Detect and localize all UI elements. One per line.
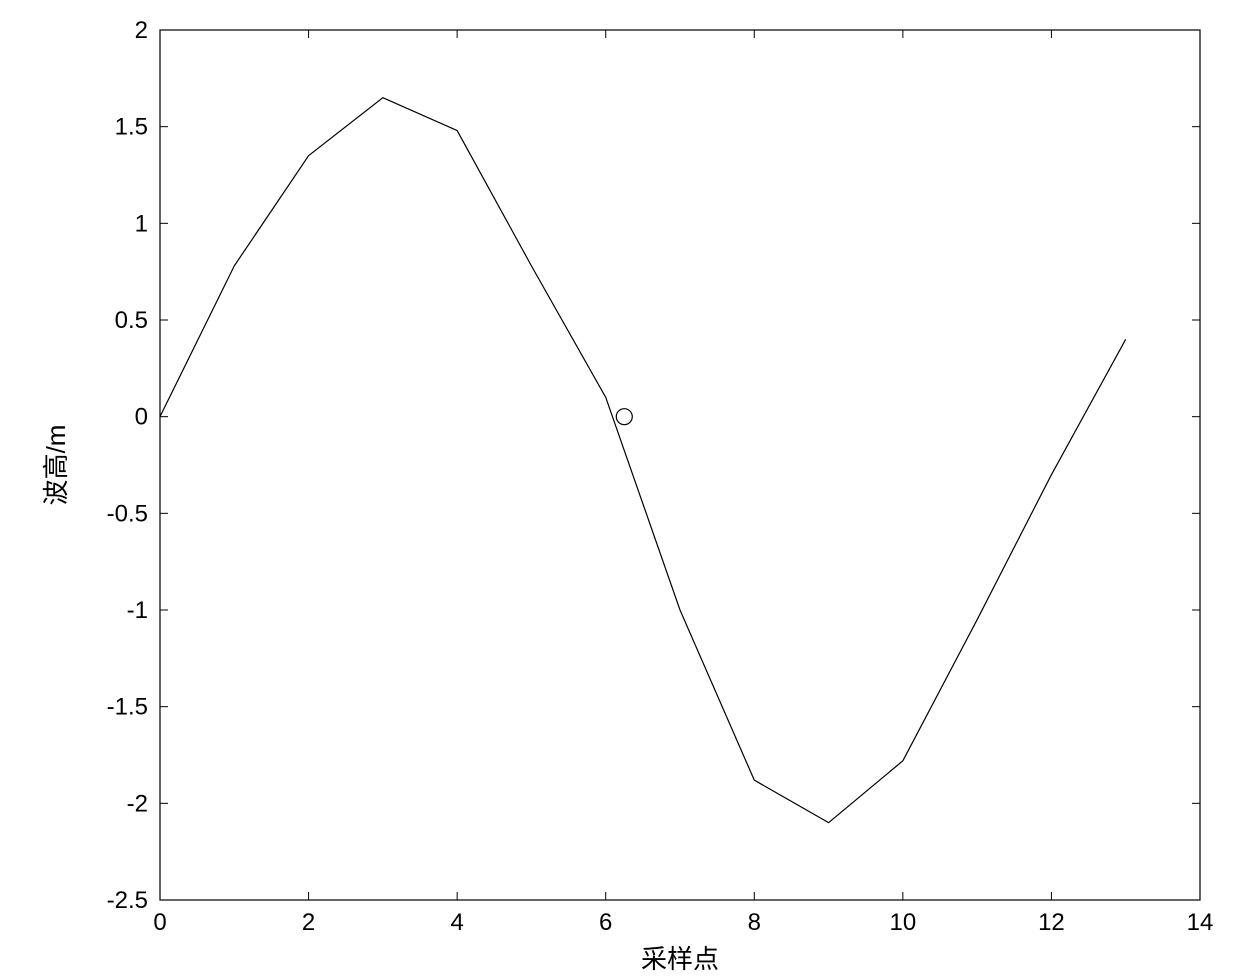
x-tick-label: 14 xyxy=(1187,909,1214,936)
y-axis-label: 波高/m xyxy=(41,425,71,506)
y-tick-label: -2.5 xyxy=(107,887,148,914)
y-tick-label: 1 xyxy=(135,210,148,237)
y-tick-label: 0 xyxy=(135,404,148,431)
y-tick-label: -0.5 xyxy=(107,500,148,527)
x-tick-label: 12 xyxy=(1038,909,1065,936)
x-tick-label: 0 xyxy=(153,909,166,936)
y-tick-label: 1.5 xyxy=(115,114,148,141)
x-axis-label: 采样点 xyxy=(641,944,719,974)
y-tick-label: 0.5 xyxy=(115,307,148,334)
x-tick-label: 8 xyxy=(748,909,761,936)
chart-container: 0 2 4 6 8 10 12 14 -2.5 -2 -1.5 -1 -0.5 0 0.5 1 1.5 2 采样点 波… xyxy=(0,0,1240,978)
x-tick-label: 10 xyxy=(890,909,917,936)
x-tick-label: 6 xyxy=(599,909,612,936)
y-tick-label: -1.5 xyxy=(107,694,148,721)
y-tick-label: -1 xyxy=(127,597,148,624)
x-tick-label: 2 xyxy=(302,909,315,936)
x-tick-label: 4 xyxy=(450,909,463,936)
line-chart: 0 2 4 6 8 10 12 14 -2.5 -2 -1.5 -1 -0.5 0 0.5 1 1.5 2 采样点 波… xyxy=(0,0,1240,978)
y-tick-label: -2 xyxy=(127,790,148,817)
y-tick-label: 2 xyxy=(135,17,148,44)
